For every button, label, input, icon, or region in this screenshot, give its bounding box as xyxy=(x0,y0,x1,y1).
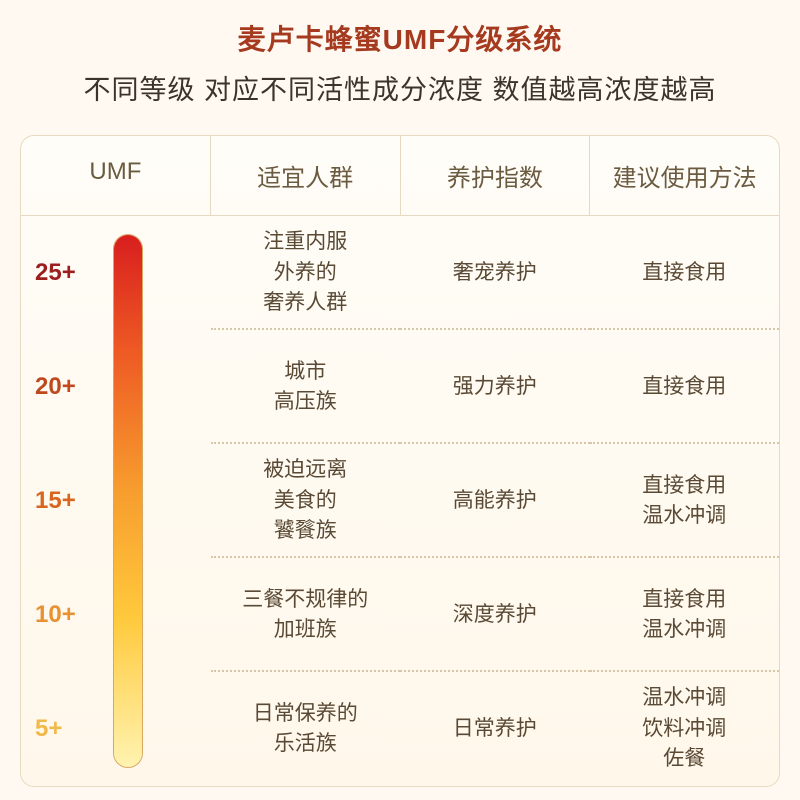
umf-label: 25+ xyxy=(35,256,85,291)
umf-cell-4: 5+ xyxy=(21,672,211,786)
page-subtitle: 不同等级 对应不同活性成分浓度 数值越高浓度越高 xyxy=(0,68,800,107)
method-cell: 直接食用 xyxy=(590,216,780,330)
audience-cell: 日常保养的乐活族 xyxy=(211,672,401,786)
umf-cell-3: 10+ xyxy=(21,558,211,672)
method-cell: 直接食用温水冲调 xyxy=(590,558,780,672)
header-umf: UMF xyxy=(21,136,211,215)
umf-label: 20+ xyxy=(35,370,85,405)
table-header-row: UMF 适宜人群 养护指数 建议使用方法 xyxy=(21,136,779,216)
audience-cell: 被迫远离美食的饕餮族 xyxy=(211,444,401,558)
audience-cell: 注重内服外养的奢养人群 xyxy=(211,216,401,330)
index-cell: 强力养护 xyxy=(400,330,590,444)
index-cell: 奢宠养护 xyxy=(400,216,590,330)
index-cell: 日常养护 xyxy=(400,672,590,786)
col-index: 奢宠养护 强力养护 高能养护 深度养护 日常养护 xyxy=(400,216,590,786)
method-cell: 直接食用 xyxy=(590,330,780,444)
umf-cell-1: 20+ xyxy=(21,330,211,444)
audience-cell: 城市高压族 xyxy=(211,330,401,444)
umf-label: 10+ xyxy=(35,598,85,633)
method-cell: 直接食用温水冲调 xyxy=(590,444,780,558)
col-umf: 25+ 20+ 15+ 10+ 5+ xyxy=(21,216,211,786)
audience-cell: 三餐不规律的加班族 xyxy=(211,558,401,672)
umf-label: 15+ xyxy=(35,484,85,519)
header-method: 建议使用方法 xyxy=(590,136,779,215)
index-cell: 高能养护 xyxy=(400,444,590,558)
umf-cell-0: 25+ xyxy=(21,216,211,330)
col-audience: 注重内服外养的奢养人群 城市高压族 被迫远离美食的饕餮族 三餐不规律的加班族 日… xyxy=(211,216,401,786)
index-cell: 深度养护 xyxy=(400,558,590,672)
header-audience: 适宜人群 xyxy=(211,136,401,215)
method-cell: 温水冲调饮料冲调佐餐 xyxy=(590,672,780,786)
page-title: 麦卢卡蜂蜜UMF分级系统 xyxy=(0,0,800,58)
umf-cell-2: 15+ xyxy=(21,444,211,558)
table-body: 25+ 20+ 15+ 10+ 5+ 注重内服外养的奢养人群 城市高压族 被迫远… xyxy=(21,216,779,786)
umf-table: UMF 适宜人群 养护指数 建议使用方法 25+ 20+ 15+ 10+ 5+ … xyxy=(20,135,780,787)
header-index: 养护指数 xyxy=(401,136,591,215)
col-method: 直接食用 直接食用 直接食用温水冲调 直接食用温水冲调 温水冲调饮料冲调佐餐 xyxy=(590,216,780,786)
umf-label: 5+ xyxy=(35,712,85,747)
